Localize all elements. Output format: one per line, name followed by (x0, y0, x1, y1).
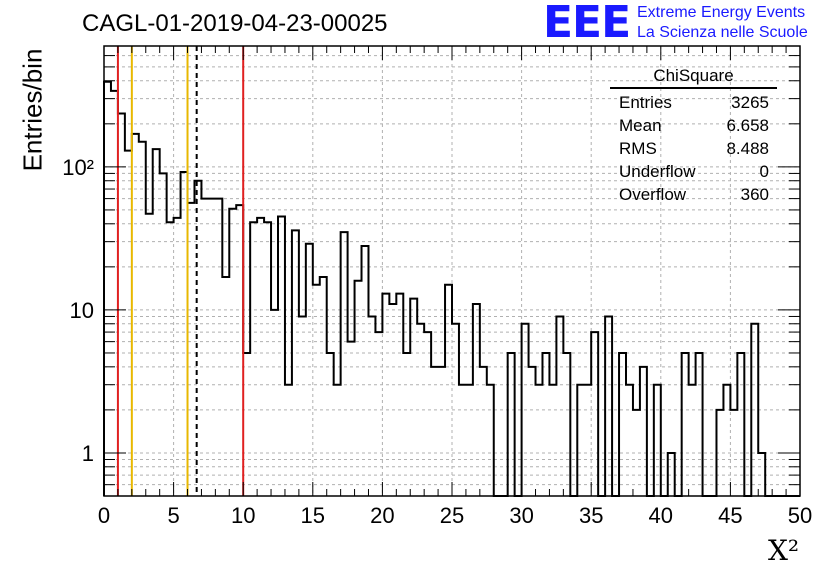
eee-logo: EEE (543, 0, 631, 48)
logo-line-1: Extreme Energy Events (637, 4, 806, 21)
x-axis-ticks: 0 5 10 15 20 25 30 35 40 45 50 (98, 46, 812, 528)
y-axis-label: Entries/bin (17, 48, 48, 172)
stats-label: Mean (619, 116, 662, 135)
stats-row: Entries 3265 (610, 91, 777, 114)
stats-value: 360 (740, 185, 769, 204)
stats-label: RMS (619, 139, 657, 158)
stats-value: 8.488 (726, 139, 769, 158)
x-tick-label: 30 (509, 503, 533, 528)
stats-title: ChiSquare (610, 66, 777, 89)
marker-lines (116, 46, 245, 496)
x-tick-label: 35 (579, 503, 603, 528)
stats-row: Mean 6.658 (610, 114, 777, 137)
x-tick-label: 50 (788, 503, 812, 528)
x-tick-label: 40 (649, 503, 673, 528)
stats-value: 3265 (731, 93, 769, 112)
x-axis-label: X² (768, 534, 800, 567)
x-tick-label: 10 (231, 503, 255, 528)
logo-line-2: La Scienza nelle Scuole (637, 24, 808, 41)
stats-row: Underflow 0 (610, 160, 777, 183)
chart-title: CAGL-01-2019-04-23-00025 (82, 10, 388, 37)
stats-box: ChiSquare Entries 3265 Mean 6.658 RMS 8.488… (610, 66, 777, 206)
x-tick-label: 0 (98, 503, 110, 528)
stats-label: Underflow (619, 162, 696, 181)
stats-value: 0 (759, 162, 769, 181)
x-tick-label: 15 (301, 503, 325, 528)
stats-label: Overflow (619, 185, 687, 204)
stats-row: RMS 8.488 (610, 137, 777, 160)
histogram-series (103, 80, 800, 497)
stats-row: Overflow 360 (610, 183, 777, 206)
y-axis-ticks: 1 10 10² (62, 45, 800, 497)
x-tick-label: 25 (440, 503, 464, 528)
x-tick-label: 5 (167, 503, 179, 528)
y-tick-label: 10² (62, 155, 94, 180)
x-tick-label: 20 (370, 503, 394, 528)
histogram-outline (103, 80, 800, 497)
stats-value: 6.658 (726, 116, 769, 135)
y-tick-label: 1 (82, 441, 94, 466)
stats-label: Entries (619, 93, 672, 112)
y-tick-label: 10 (70, 298, 94, 323)
x-tick-label: 45 (718, 503, 742, 528)
